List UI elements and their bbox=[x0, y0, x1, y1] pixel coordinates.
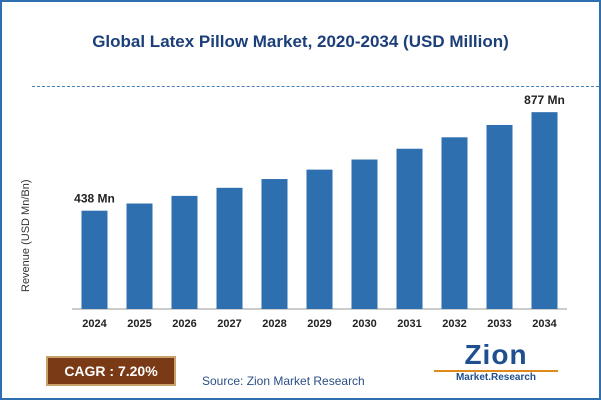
bar-2032 bbox=[441, 137, 468, 309]
x-tick-label-2027: 2027 bbox=[217, 318, 241, 330]
y-axis-label: Revenue (USD Mn/Bn) bbox=[20, 179, 32, 293]
bar-2034 bbox=[531, 112, 558, 309]
x-tick-label-2030: 2030 bbox=[352, 318, 376, 330]
x-tick-label-2033: 2033 bbox=[487, 318, 511, 330]
x-tick-label-2024: 2024 bbox=[82, 318, 107, 330]
x-tick-label-2025: 2025 bbox=[127, 318, 151, 330]
bar-2024 bbox=[81, 210, 108, 309]
x-tick-label-2031: 2031 bbox=[397, 318, 421, 330]
title-divider bbox=[32, 86, 599, 87]
data-label-2024: 438 Mn bbox=[74, 192, 115, 206]
bar-2029 bbox=[306, 169, 333, 309]
x-tick-label-2034: 2034 bbox=[532, 318, 557, 330]
zion-logo: Zion Market.Research bbox=[434, 340, 558, 384]
chart-title: Global Latex Pillow Market, 2020-2034 (U… bbox=[92, 32, 509, 51]
x-tick-label-2029: 2029 bbox=[307, 318, 331, 330]
bar-2031 bbox=[396, 148, 423, 309]
bar-2033 bbox=[486, 124, 513, 309]
bar-2028 bbox=[261, 179, 288, 309]
bar-2026 bbox=[171, 195, 198, 309]
cagr-badge: CAGR : 7.20% bbox=[46, 356, 176, 386]
x-tick-label-2026: 2026 bbox=[172, 318, 196, 330]
bar-2030 bbox=[351, 159, 378, 309]
data-label-2034: 877 Mn bbox=[524, 93, 565, 107]
x-tick-label-2028: 2028 bbox=[262, 318, 286, 330]
source-text: Source: Zion Market Research bbox=[202, 374, 365, 388]
x-tick-label-2032: 2032 bbox=[442, 318, 466, 330]
bar-2027 bbox=[216, 187, 243, 309]
bar-2025 bbox=[126, 203, 153, 309]
logo-subtext: Market.Research bbox=[434, 370, 558, 384]
logo-text: Zion bbox=[464, 339, 528, 370]
